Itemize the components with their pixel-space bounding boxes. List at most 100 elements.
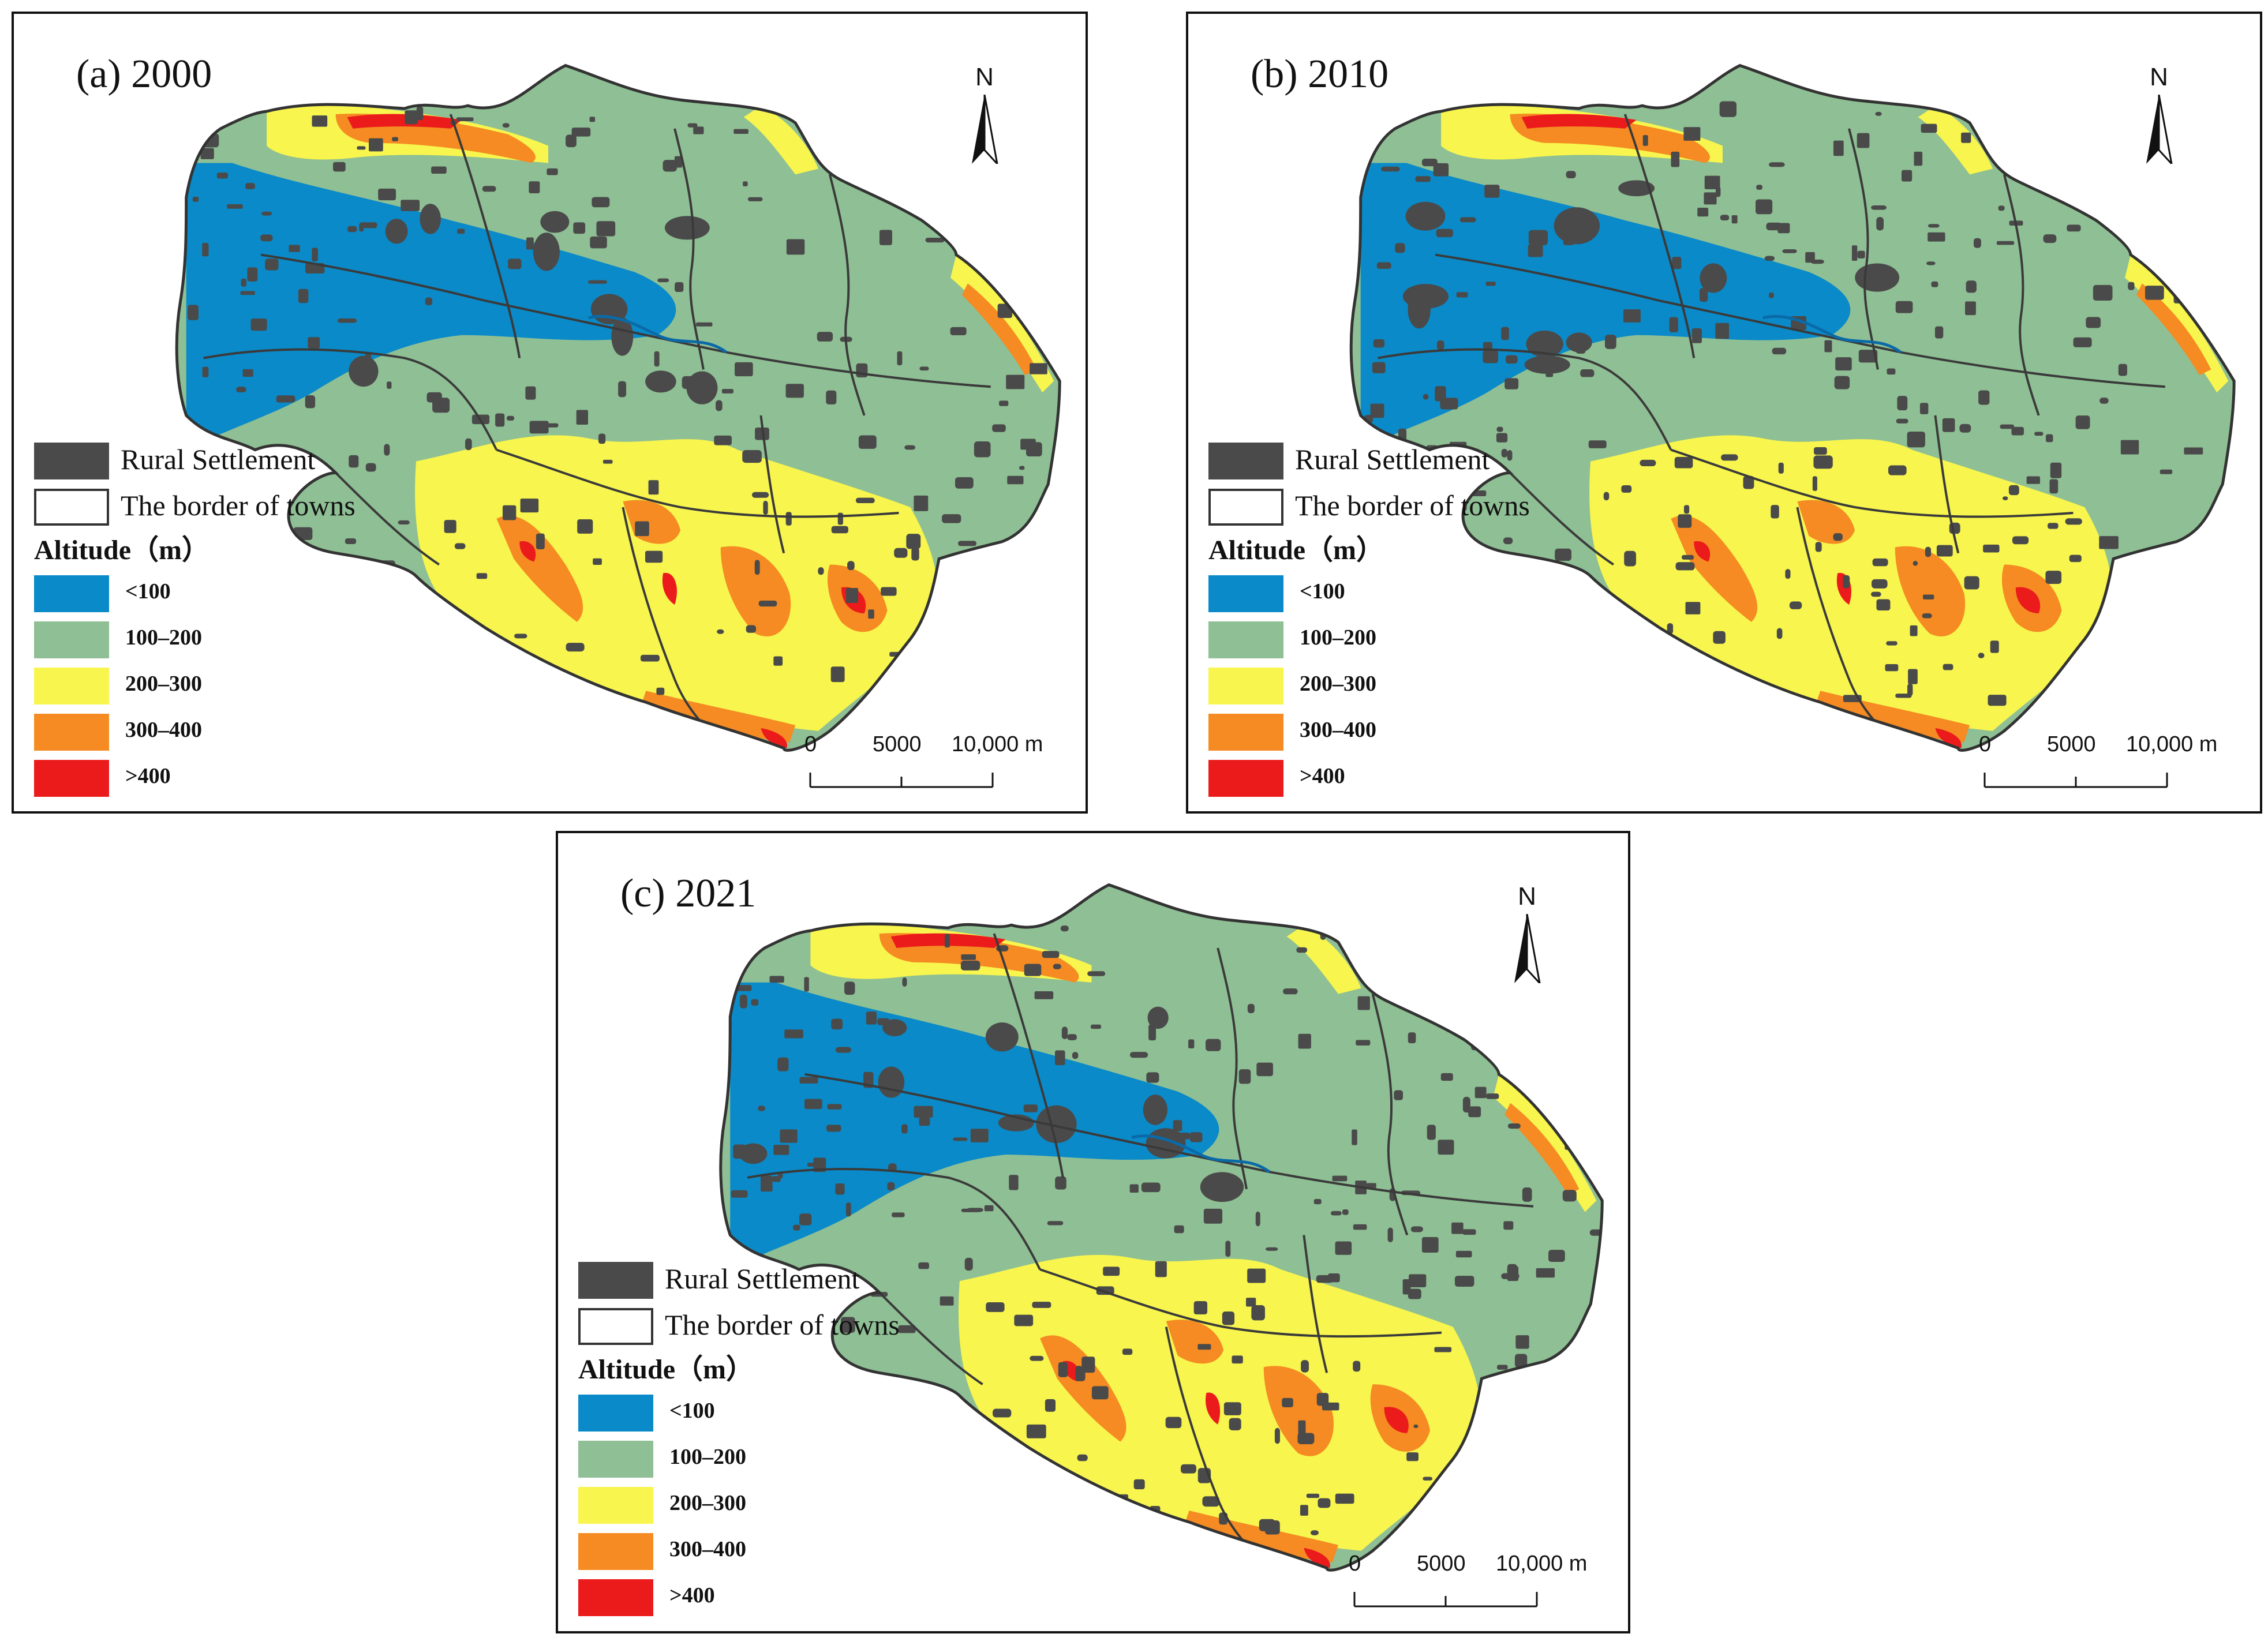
settlement-patch xyxy=(1835,357,1852,371)
settlement-patch xyxy=(858,435,877,449)
settlement-patch-large xyxy=(878,1066,905,1098)
settlement-patch xyxy=(1922,613,1932,619)
scale-label-10000: 10,000 m xyxy=(1496,1552,1588,1576)
settlement-patch xyxy=(1372,362,1386,373)
settlement-patch xyxy=(432,398,450,413)
border-swatch xyxy=(34,489,109,526)
settlement-patch xyxy=(938,711,952,716)
legend-border: The border of towns xyxy=(34,484,403,530)
settlement-patch xyxy=(1456,292,1468,298)
settlement-patch xyxy=(1928,224,1940,228)
settlement-patch xyxy=(1087,971,1106,976)
settlement-patch xyxy=(1410,1226,1423,1232)
settlement-patch xyxy=(984,219,1002,223)
settlement-patch xyxy=(1072,1052,1079,1059)
settlement-patch xyxy=(1704,192,1717,205)
settlement-patch xyxy=(803,129,812,136)
settlement-patch xyxy=(837,512,843,525)
settlement-patch xyxy=(1704,175,1720,189)
settlement-patch xyxy=(378,188,396,201)
settlement-patch xyxy=(963,691,969,700)
settlement-patch xyxy=(657,278,669,283)
legend-altitude-class: >400 xyxy=(34,755,403,801)
settlement-patch xyxy=(1769,162,1785,167)
settlement-patch xyxy=(906,534,921,549)
altitude-class-label: 100–200 xyxy=(1300,625,1376,650)
settlement-patch xyxy=(1027,547,1045,559)
settlement-patch xyxy=(1042,951,1060,958)
settlement-patch xyxy=(242,369,253,377)
settlement-patch xyxy=(1488,919,1495,932)
settlement-patch xyxy=(1322,1402,1339,1411)
settlement-patch xyxy=(1507,1264,1517,1278)
settlement-patch xyxy=(887,1182,895,1191)
panel-title: (b) 2010 xyxy=(1251,52,1389,96)
settlement-patch xyxy=(1914,151,1923,166)
settlement-patch xyxy=(1721,454,1738,461)
town-borders xyxy=(747,933,1534,1558)
settlement-patch xyxy=(2129,242,2138,249)
altitude-class-label: <100 xyxy=(1300,579,1345,604)
settlement-patch xyxy=(831,526,848,534)
settlement-patch xyxy=(1036,602,1045,614)
settlement-patch xyxy=(1824,340,1832,353)
settlement-patch xyxy=(247,267,258,282)
settlement-patch xyxy=(1978,653,1985,658)
settlement-patch xyxy=(1026,1424,1046,1438)
settlement-patch xyxy=(1497,1486,1506,1500)
settlement-patch xyxy=(1256,1062,1273,1077)
settlement-patch xyxy=(1931,281,1938,287)
settlement-patch xyxy=(502,505,517,520)
settlement-patch xyxy=(566,134,577,148)
altitude-class-label: >400 xyxy=(1300,764,1345,788)
settlement-patch xyxy=(955,477,974,489)
settlement-patch xyxy=(1789,741,1799,751)
settlement-patch xyxy=(735,362,753,377)
settlement-patch xyxy=(2134,646,2149,655)
settlement-patch-large xyxy=(686,371,718,404)
settlement-patch xyxy=(2050,462,2062,478)
legend-settlement: Rural Settlement xyxy=(578,1257,948,1303)
settlement-patch xyxy=(444,520,456,533)
settlement-patch xyxy=(785,512,792,526)
settlement-patch xyxy=(826,390,837,404)
settlement-patch xyxy=(945,683,952,695)
settlement-patch xyxy=(602,459,613,464)
settlement-patch xyxy=(1555,1478,1570,1485)
altitude-classes: <100 100–200 200–300 300–400 >400 xyxy=(1208,571,1578,801)
settlement-patch xyxy=(414,660,433,676)
settlement-patch xyxy=(1474,1086,1487,1099)
settlement-patch xyxy=(236,387,246,393)
settlement-patch-large xyxy=(985,1022,1019,1052)
settlement-patch xyxy=(2160,597,2175,602)
settlement-patch xyxy=(1683,127,1701,141)
settlement-patch xyxy=(1356,1040,1371,1046)
settlement-patch xyxy=(2179,175,2198,184)
settlement-patch xyxy=(2171,213,2191,222)
settlement-patch xyxy=(1959,424,1971,433)
settlement-patch xyxy=(1515,1335,1529,1349)
settlement-patch xyxy=(2043,234,2057,243)
north-label: N xyxy=(1518,882,1536,910)
settlement-patch xyxy=(495,413,505,427)
settlement-patch xyxy=(1907,432,1925,448)
settlement-patch xyxy=(1814,447,1827,455)
altitude-band-200-300-northeast xyxy=(1286,925,1361,994)
settlement-patch xyxy=(1565,1381,1582,1387)
settlement-patch-large xyxy=(1566,332,1592,353)
settlement-patch xyxy=(2218,335,2235,348)
river-line xyxy=(588,314,728,354)
settlement-patch-large xyxy=(1405,201,1446,231)
settlement-patch xyxy=(587,280,608,284)
settlement-patch xyxy=(2118,364,2127,376)
settlement-patch xyxy=(1202,1496,1219,1507)
settlement-patch xyxy=(826,1125,841,1132)
settlement-patch xyxy=(1485,282,1496,286)
settlement-patch xyxy=(1649,642,1660,650)
settlement-patch xyxy=(731,1190,748,1198)
settlement-patch xyxy=(1743,475,1754,489)
scale-bar: 0 5000 10,000 m xyxy=(1349,1552,1587,1621)
settlement-patch xyxy=(1683,505,1690,514)
settlement-patch xyxy=(912,151,918,156)
settlement-patch xyxy=(1259,1519,1275,1531)
